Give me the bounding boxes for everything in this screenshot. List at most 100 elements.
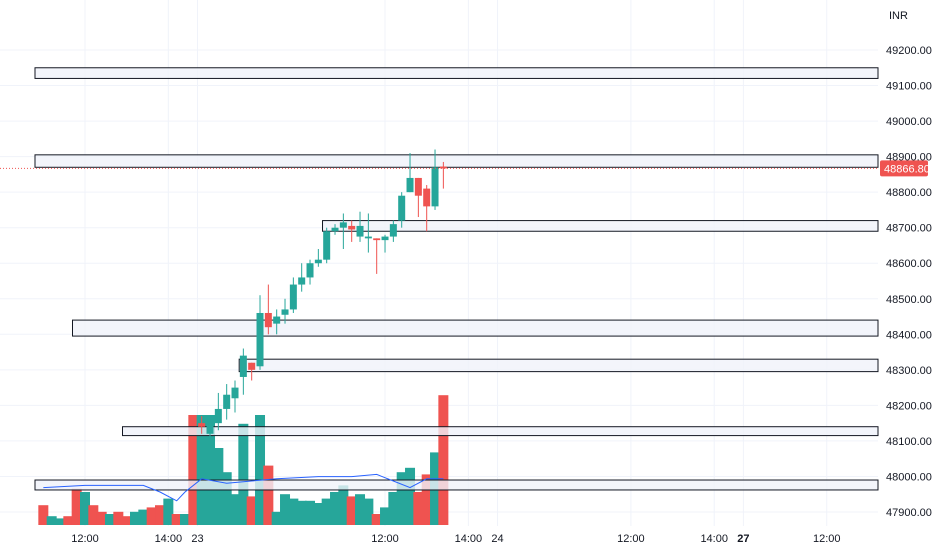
volume-moving-average [43,473,444,502]
candle-body [373,238,381,241]
zone-box [34,67,879,79]
volume-bar [355,494,366,525]
volume-bar [71,488,82,525]
candle-body [214,408,222,424]
volume-bar [130,511,141,525]
volume-bar [105,514,116,525]
candle-body [273,316,281,324]
axes: INR 49200.00 49100.00 49000.00 48900.00 4880… [71,10,932,545]
candle-body [339,222,347,228]
volume-bar [363,498,374,525]
price-zones [34,67,879,491]
last-price-tag [880,160,928,177]
volume-bar [163,498,174,525]
candle-body [323,231,331,260]
volume-bar [330,492,341,525]
volume-bar [188,415,199,525]
volume-bar [230,494,241,525]
volume-bar [196,415,207,525]
candle-body [398,195,406,221]
x-tick-label: 23 [191,533,203,545]
candle-body [389,224,397,237]
x-tick-label: 14:00 [700,533,728,545]
volume-bar [205,415,216,525]
candle-body [298,277,306,285]
volume-bar [88,505,99,525]
volume-bar [96,511,107,525]
y-tick-label: 48400.00 [886,329,932,341]
y-tick-label: 48200.00 [886,400,932,412]
candle-body [431,167,439,207]
volume-bar [121,516,132,525]
candle-body [206,423,214,434]
candle-body [406,177,414,193]
candle-body [223,394,231,409]
candle-body [423,188,431,207]
zone-box [238,358,879,373]
volume-bar [80,492,90,525]
y-tick-label: 48600.00 [886,258,932,270]
candle-body [314,259,322,264]
volume-bar [263,465,274,525]
volume-bar [63,516,74,525]
volume-bar [321,498,332,525]
volume-bar [38,505,49,525]
candle-body [414,177,422,196]
candle-body [306,263,314,278]
volume-bar [113,511,124,525]
currency-label[interactable]: INR [889,10,908,22]
candle-body [248,362,256,370]
volume-bar [405,467,416,525]
candle-body [256,312,264,367]
volume-bar [221,472,232,525]
candle-body [239,355,247,377]
volume-bar [246,496,257,525]
y-tick-label: 49000.00 [886,116,932,128]
x-tick-label: 12:00 [71,533,99,545]
volume-bar [338,485,349,525]
zone-box [34,479,879,491]
volume-bar [171,514,182,525]
volume-bars [38,395,449,525]
candle-body [331,227,339,232]
candle-body [264,312,272,328]
y-tick-label: 49200.00 [886,45,932,57]
candle-body [356,225,364,237]
last-price-line: 48866.80 [0,160,930,177]
zone-box [122,426,879,437]
volume-bar [296,500,307,525]
volume-bar [380,507,391,525]
y-tick-label: 48700.00 [886,223,932,235]
candle-body [231,387,239,399]
x-tick-label: 12:00 [813,533,841,545]
volume-bar [305,500,316,525]
volume-bar [271,511,282,525]
candle-body [289,284,297,310]
volume-bar [388,492,399,525]
volume-bar [438,395,449,525]
volume-bar [146,507,157,525]
volume-bar [280,494,291,525]
last-price-label: 48866.80 [884,163,930,175]
x-tick-label: 24 [491,533,503,545]
volume-bar [346,496,357,525]
volume-bar [371,514,382,525]
x-tick-label: 14:00 [455,533,483,545]
volume-bar [138,509,149,525]
volume-bar [54,518,65,525]
volume-bar [288,498,299,525]
zone-box [34,154,879,168]
volume-bar [155,505,166,525]
candle-body [439,166,447,169]
candles [198,149,447,445]
volume-bar [313,503,324,525]
x-tick-label: 14:00 [155,533,183,545]
candle-body [364,236,372,239]
zone-box [71,319,879,337]
volume-bar [238,423,249,525]
volume-bar [180,514,191,525]
y-tick-label: 48000.00 [886,471,932,483]
candle-body [381,236,389,241]
volume-bar [46,516,57,525]
